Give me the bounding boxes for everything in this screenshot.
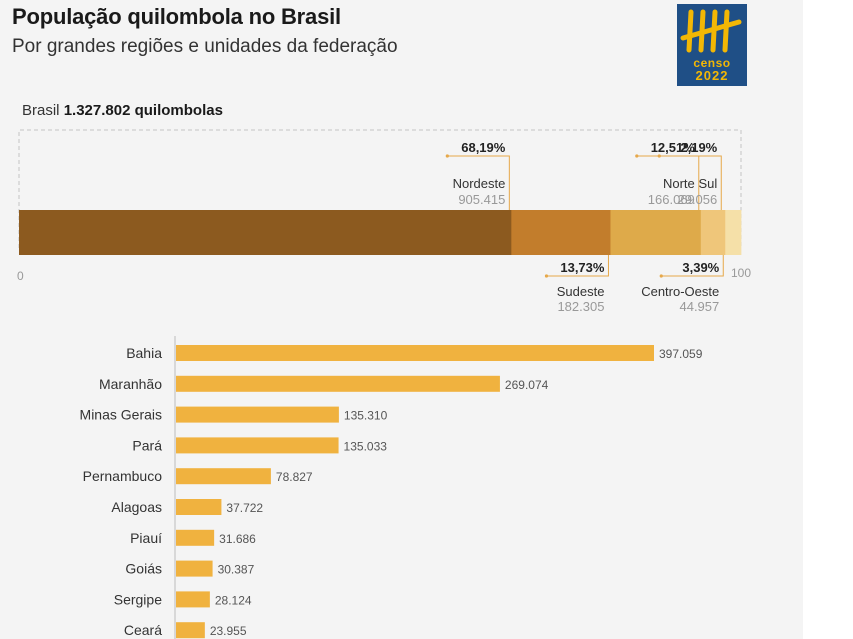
states-bar-chart: Bahia 397.059 Maranhão 269.074 Minas Gerais 1… (80, 336, 703, 639)
leader-dot-nordeste (445, 154, 449, 158)
category-label-para: Pará (132, 437, 162, 453)
category-label-bahia: Bahia (126, 345, 162, 361)
axis-max-label: 100 (731, 266, 751, 280)
count-label-sul: 29.056 (677, 192, 717, 207)
value-label-goias: 30.387 (218, 563, 255, 577)
bar-bahia (176, 345, 654, 361)
segment-norte (610, 210, 702, 255)
leader-nordeste (447, 155, 510, 210)
total-prefix: Brasil (22, 102, 60, 119)
page-title: População quilombola no Brasil (12, 4, 341, 29)
bar-minas-gerais (176, 406, 339, 423)
bar-para (176, 437, 339, 454)
name-label-centro-oeste: Centro-Oeste (641, 284, 719, 299)
percent-label-nordeste: 68,19% (461, 140, 506, 155)
bar-goias (176, 560, 213, 577)
count-label-sudeste: 182.305 (557, 299, 604, 314)
percent-label-norte: 12,51% (651, 140, 696, 155)
segment-centro-oeste (700, 210, 726, 255)
segment-sul (725, 210, 742, 255)
value-label-para: 135.033 (344, 439, 388, 453)
percent-label-centro-oeste: 3,39% (682, 260, 719, 275)
page-subtitle: Por grandes regiões e unidades da federa… (12, 36, 398, 57)
infographic-panel (0, 0, 803, 639)
percent-label-sudeste: 13,73% (560, 260, 605, 275)
count-label-centro-oeste: 44.957 (679, 299, 719, 314)
leader-dot-centro-oeste (659, 274, 663, 278)
bar-ceara (176, 622, 205, 639)
category-label-ceara: Ceará (124, 622, 162, 638)
value-label-ceara: 23.955 (210, 624, 247, 638)
logo-text-censo: censo (693, 56, 731, 70)
name-label-sudeste: Sudeste (557, 284, 605, 299)
category-label-piaui: Piauí (130, 530, 162, 546)
category-label-alagoas: Alagoas (111, 499, 162, 515)
censo-2022-logo: censo 2022 (677, 4, 747, 86)
value-label-maranhao: 269.074 (505, 378, 549, 392)
leader-centro-oeste (661, 255, 724, 277)
name-label-nordeste: Nordeste (453, 176, 506, 191)
leader-sul (659, 155, 722, 210)
name-label-sul: Sul (698, 176, 717, 191)
count-label-nordeste: 905.415 (458, 192, 505, 207)
leader-dot-norte (635, 154, 639, 158)
count-label-norte: 166.069 (648, 192, 695, 207)
category-label-pernambuco: Pernambuco (83, 468, 163, 484)
frame-dashed (18, 129, 742, 248)
value-label-alagoas: 37.722 (226, 501, 263, 515)
bar-pernambuco (176, 468, 271, 485)
axis-min-label: 0 (17, 269, 24, 283)
category-label-maranhao: Maranhão (99, 376, 162, 392)
value-label-pernambuco: 78.827 (276, 470, 313, 484)
bar-maranhao (176, 375, 500, 392)
leader-sudeste (546, 255, 609, 277)
value-label-minas-gerais: 135.310 (344, 409, 388, 423)
total-value: 1.327.802 quilombolas (63, 102, 223, 119)
bar-piaui (176, 529, 215, 546)
segment-nordeste (19, 210, 512, 255)
name-label-norte: Norte (663, 176, 695, 191)
category-label-minas-gerais: Minas Gerais (80, 407, 162, 423)
tally-marks-icon (680, 9, 742, 53)
bar-sergipe (176, 591, 210, 608)
percent-label-sul: 2,19% (680, 140, 717, 155)
value-label-piaui: 31.686 (219, 532, 256, 546)
logo-text-year: 2022 (695, 68, 729, 83)
segment-sudeste (511, 210, 611, 255)
category-label-sergipe: Sergipe (114, 591, 162, 607)
value-label-bahia: 397.059 (659, 347, 703, 361)
leader-dot-sul (657, 154, 661, 158)
bar-alagoas (176, 499, 222, 515)
total-population: Brasil 1.327.802 quilombolas (22, 102, 223, 119)
category-label-goias: Goiás (125, 561, 162, 577)
leader-dot-sudeste (544, 274, 549, 278)
value-label-sergipe: 28.124 (215, 593, 252, 607)
